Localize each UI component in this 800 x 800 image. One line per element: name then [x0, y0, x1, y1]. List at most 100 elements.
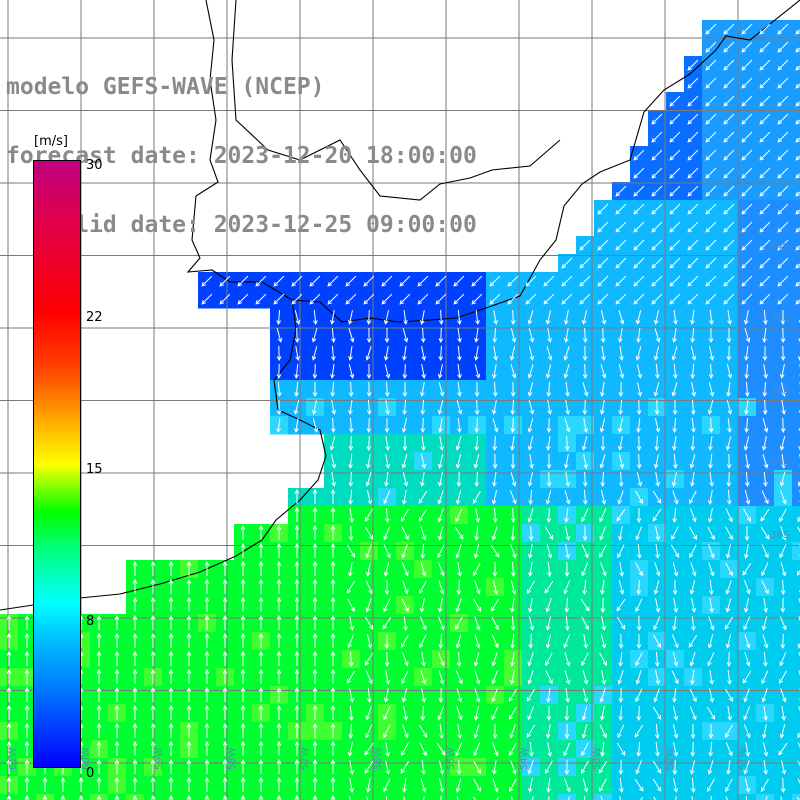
wind-arrow: [456, 651, 462, 668]
wind-arrow: [582, 778, 589, 793]
wind-arrow: [312, 560, 318, 576]
wind-arrow: [652, 760, 662, 774]
wind-arrow: [491, 706, 499, 721]
wind-arrow: [780, 688, 787, 703]
wind-cell: [792, 308, 800, 327]
wind-arrow: [690, 346, 697, 361]
wind-arrow: [779, 724, 786, 739]
wind-arrow: [384, 633, 390, 650]
wind-arrow: [258, 668, 264, 684]
wind-arrow: [309, 293, 321, 305]
wind-arrow: [564, 490, 571, 505]
wind-arrow: [545, 616, 552, 631]
wind-arrow: [708, 544, 715, 559]
wind-arrow: [763, 598, 768, 613]
wind-arrow: [636, 453, 642, 470]
wind-arrow: [345, 275, 357, 287]
wind-arrow: [672, 399, 678, 416]
wind-arrow: [690, 723, 696, 740]
wind-arrow: [510, 796, 513, 800]
wind-arrow: [492, 760, 497, 775]
wind-arrow: [364, 526, 374, 540]
wind-arrow: [473, 796, 476, 800]
wind-arrow: [273, 293, 285, 305]
wind-arrow: [708, 616, 715, 631]
wind-arrow: [312, 686, 318, 702]
wind-arrow: [132, 596, 138, 612]
wind-arrow: [204, 614, 210, 630]
wind-arrow: [96, 614, 102, 630]
wind-arrow: [618, 652, 623, 667]
wind-arrow: [349, 688, 355, 703]
wind-arrow: [132, 650, 138, 666]
latitude-label: 34S: [770, 242, 789, 253]
wind-arrow: [618, 454, 625, 469]
wind-arrow: [383, 688, 389, 703]
wind-arrow: [24, 668, 30, 684]
wind-arrow: [653, 796, 657, 800]
wind-arrow: [637, 543, 642, 560]
wind-arrow: [509, 346, 516, 361]
wind-arrow: [544, 526, 554, 540]
wind-arrow: [741, 167, 753, 179]
wind-arrow: [186, 596, 192, 612]
wind-arrow: [579, 275, 591, 287]
wind-arrow: [527, 760, 534, 775]
wind-arrow: [492, 561, 498, 578]
wind-arrow: [510, 525, 516, 542]
wind-arrow: [240, 650, 246, 666]
wind-arrow: [633, 293, 645, 305]
wind-arrow: [508, 706, 518, 720]
wind-arrow: [294, 363, 299, 380]
wind-cell: [792, 236, 800, 255]
wind-arrow: [705, 185, 717, 197]
wind-arrow: [420, 543, 426, 560]
wind-arrow: [276, 668, 282, 684]
wind-arrow: [780, 562, 787, 577]
wind-arrow: [150, 650, 156, 666]
wind-arrow: [779, 508, 787, 523]
wind-arrow: [168, 740, 174, 756]
wind-arrow: [258, 650, 264, 666]
wind-arrow: [708, 417, 714, 434]
wind-arrow: [545, 652, 553, 667]
wind-cell: [792, 614, 800, 633]
wind-arrow: [150, 794, 156, 800]
wind-arrow: [455, 454, 462, 469]
wind-arrow: [690, 670, 695, 685]
wind-arrow: [168, 776, 174, 792]
wind-arrow: [114, 650, 120, 666]
wind-arrow: [672, 688, 677, 703]
wind-arrow: [742, 670, 752, 684]
wind-arrow: [672, 579, 678, 596]
wind-arrow: [475, 310, 480, 325]
wind-arrow: [779, 364, 785, 379]
wind-arrow: [564, 723, 570, 740]
wind-arrow: [528, 489, 534, 506]
wind-arrow: [581, 724, 588, 739]
wind-arrow: [346, 670, 356, 684]
wind-arrow: [691, 418, 696, 433]
wind-arrow: [6, 668, 12, 684]
wind-arrow: [510, 436, 515, 451]
wind-arrow: [779, 472, 786, 487]
wind-arrow: [132, 776, 138, 792]
wind-arrow: [347, 598, 355, 613]
wind-arrow: [42, 776, 48, 792]
longitude-label: 54W: [519, 747, 530, 770]
wind-arrow: [402, 328, 409, 343]
wind-arrow: [618, 777, 624, 794]
wind-arrow: [489, 275, 501, 287]
wind-arrow: [725, 436, 732, 451]
wind-arrow: [437, 400, 444, 415]
wind-arrow: [457, 382, 462, 397]
wind-arrow: [564, 652, 571, 667]
wind-arrow: [435, 293, 447, 305]
wind-arrow: [114, 794, 120, 800]
wind-arrow: [348, 562, 353, 577]
wind-arrow: [761, 616, 768, 631]
wind-arrow: [705, 167, 717, 179]
wind-arrow: [672, 490, 679, 505]
wind-arrow: [672, 652, 679, 667]
wind-arrow: [330, 704, 336, 720]
